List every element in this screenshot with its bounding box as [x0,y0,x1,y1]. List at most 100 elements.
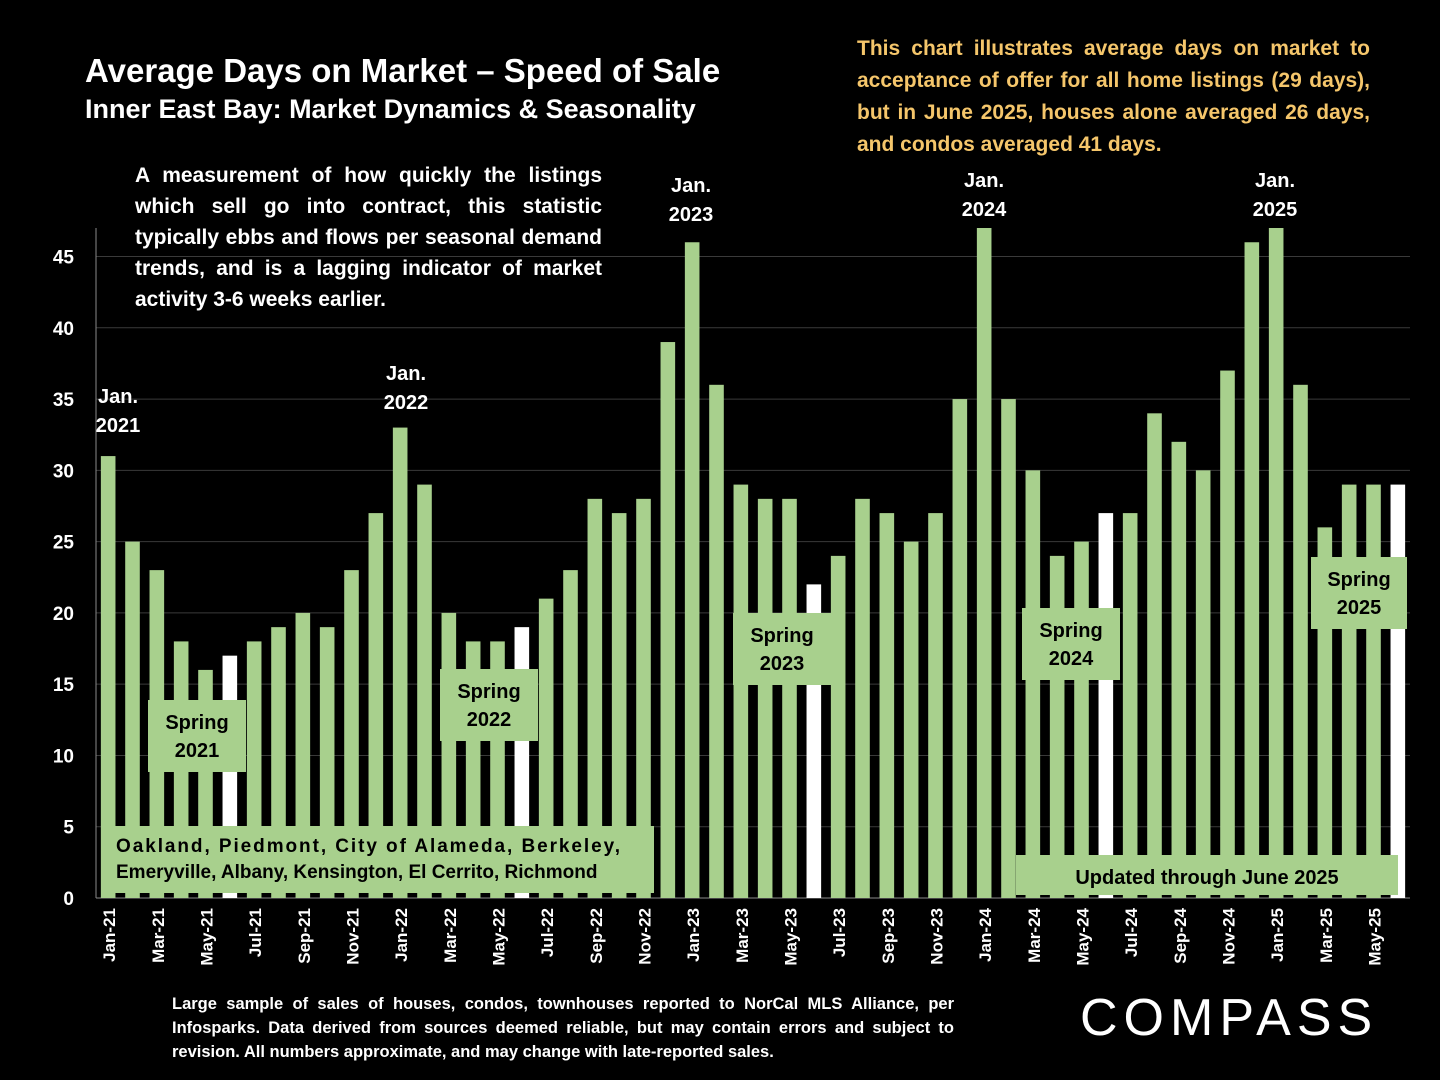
bar [1122,513,1138,898]
y-tick-label: 40 [53,319,74,340]
x-tick-label: Mar-23 [733,908,752,963]
bar [563,570,578,898]
y-tick-label: 15 [53,675,75,696]
spring-label-line1: Spring [165,712,228,734]
region-box-line2: Emeryville, Albany, Kensington, El Cerri… [116,862,597,883]
year-label-line2: 2022 [384,392,429,414]
year-label-line2: 2024 [962,199,1007,221]
bar [1366,484,1381,898]
spring-label-box [1022,608,1120,680]
year-label-line2: 2021 [96,415,141,437]
x-tick-label: Sep-22 [587,908,606,964]
year-label-line1: Jan. [964,170,1004,192]
bar [660,342,676,898]
bar [952,399,968,898]
year-label-line1: Jan. [98,386,138,408]
bar [903,541,919,898]
spring-label-line2: 2022 [467,709,512,731]
spring-label-box [148,700,246,772]
x-tick-label: May-21 [198,908,217,966]
year-label-line1: Jan. [671,175,711,197]
x-tick-label: Sep-23 [879,908,898,964]
bar [1025,470,1041,898]
updated-box-label: Updated through June 2025 [1075,867,1338,889]
y-tick-label: 10 [53,746,74,767]
x-tick-label: May-25 [1366,908,1385,966]
bar [1001,399,1016,898]
spring-label-line1: Spring [1327,569,1390,591]
bar [1074,541,1089,898]
year-label-line1: Jan. [386,363,426,385]
bar [976,228,992,898]
y-tick-label: 0 [63,889,74,910]
y-tick-label: 45 [53,248,75,269]
bar [344,570,359,898]
bar [1293,384,1308,899]
x-tick-label: Jan-22 [392,908,411,962]
x-tick-label: Jan-24 [976,907,995,961]
x-tick-label: Jan-23 [684,908,703,962]
region-box [101,826,654,893]
bar [368,513,384,898]
bar [636,498,651,898]
spring-label-box [1311,557,1407,629]
y-tick-label: 5 [63,818,74,839]
spring-label-line1: Spring [750,625,813,647]
x-tick-label: Jul-22 [538,908,557,957]
bar [684,242,700,899]
x-tick-label: May-23 [782,908,801,966]
x-tick-label: May-22 [490,908,509,966]
bar [587,498,603,898]
bar [1244,242,1260,899]
x-tick-label: Mar-24 [1025,907,1044,962]
x-tick-label: Jul-24 [1122,907,1141,957]
bar [1195,470,1211,898]
bar [830,555,846,898]
bar [1098,513,1114,898]
bar [1049,555,1065,898]
bar [125,541,140,898]
bar [1171,441,1187,898]
highlight-note: This chart illustrates average days on m… [857,37,1370,156]
bar [1341,484,1357,898]
bar [1268,228,1284,898]
spring-label-line1: Spring [457,681,520,703]
compass-logo: COMPASS [1080,989,1379,1047]
year-label-line2: 2025 [1253,199,1298,221]
x-tick-label: Sep-21 [295,908,314,964]
bar [782,498,797,898]
spring-label-line2: 2025 [1337,597,1382,619]
x-tick-label: Nov-21 [344,908,363,965]
chart-subtitle: Inner East Bay: Market Dynamics & Season… [85,94,696,124]
bar [879,513,895,898]
x-tick-label: Jan-25 [1268,908,1287,962]
bar [417,484,432,898]
y-tick-label: 35 [53,390,75,411]
spring-label-line1: Spring [1039,620,1102,642]
bar [1220,370,1235,898]
chart-title: Average Days on Market – Speed of Sale [85,52,721,89]
x-tick-label: Sep-24 [1171,907,1190,963]
bar [538,598,554,898]
y-tick-label: 30 [53,461,74,482]
spring-label-line2: 2023 [760,653,805,675]
bar [928,513,943,898]
y-tick-label: 20 [53,604,74,625]
year-label-line1: Jan. [1255,170,1295,192]
spring-label-line2: 2024 [1049,648,1094,670]
bar [855,498,870,898]
x-tick-label: Jul-23 [830,908,849,957]
spring-label-box [440,669,538,741]
x-tick-label: Mar-25 [1317,908,1336,963]
bar [611,513,627,898]
bar [757,498,773,898]
bar [1390,484,1406,898]
x-tick-label: Jul-21 [246,908,265,957]
x-tick-label: Mar-22 [441,908,460,963]
x-tick-label: Nov-22 [636,908,655,965]
bar [392,427,408,898]
bar [100,456,116,898]
bar [1147,413,1162,898]
x-tick-label: Nov-23 [928,908,947,965]
